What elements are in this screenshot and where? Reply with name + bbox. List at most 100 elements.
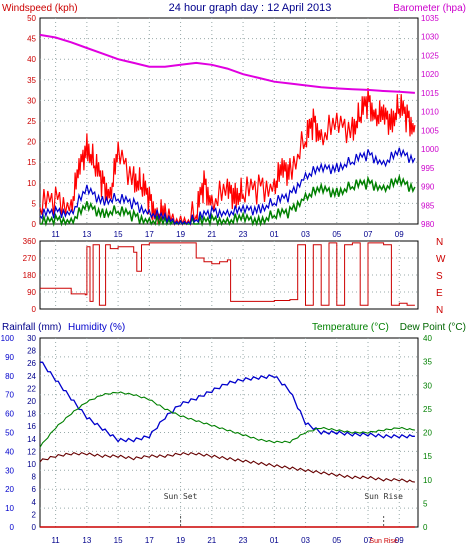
x-tick-label: 21 <box>207 230 216 239</box>
x-tick-label: 19 <box>176 230 185 239</box>
compass-label: S <box>436 271 443 282</box>
windspeed-tick-label: 15 <box>27 158 36 167</box>
rain-tick-label: 0 <box>32 523 37 532</box>
windspeed-label: Windspeed (kph) <box>2 3 78 14</box>
minimum-wind-series <box>40 173 416 227</box>
barometer-tick-label: 1020 <box>421 70 439 79</box>
rain-tick-label: 28 <box>27 347 36 356</box>
direction-tick-label: 360 <box>23 237 37 246</box>
barometer-tick-label: 990 <box>421 183 435 192</box>
temperature-tick-label: 10 <box>423 476 432 485</box>
average-wind-series <box>39 147 416 226</box>
x-tick-label: 23 <box>239 230 248 239</box>
barometer-tick-label: 1030 <box>421 33 439 42</box>
panel1-x-axis: 11 13 15 17 19 21 23 01 03 05 07 09 <box>51 230 404 239</box>
rain-tick-label: 16 <box>27 422 36 431</box>
temperature-tick-label: 40 <box>423 334 432 343</box>
rainfall-label: Rainfall (mm) <box>2 322 61 333</box>
humidity-series <box>39 361 415 443</box>
panel-wind-barometer: Windspeed (kph) 24 hour graph day : 12 A… <box>2 2 466 239</box>
barometer-tick-label: 985 <box>421 201 435 210</box>
temperature-tick-label: 25 <box>423 405 432 414</box>
sun-set-label: Sun Set <box>164 492 198 501</box>
temperature-label: Temperature (°C) <box>312 322 389 333</box>
sun-annotations: Sun Set Sun Rise Sun Rise <box>164 492 403 545</box>
humidity-tick-label: 80 <box>5 372 14 381</box>
rain-tick-label: 30 <box>27 334 36 343</box>
windspeed-axis: 0 5 10 15 20 25 30 35 40 45 50 <box>27 14 36 229</box>
humidity-tick-label: 90 <box>5 353 14 362</box>
humidity-label: Humidity (%) <box>68 322 125 333</box>
humidity-tick-label: 50 <box>5 429 14 438</box>
x-tick-label: 07 <box>364 230 373 239</box>
windspeed-tick-label: 50 <box>27 14 36 23</box>
windspeed-tick-label: 5 <box>32 199 37 208</box>
x-tick-label: 15 <box>114 536 123 545</box>
barometer-tick-label: 980 <box>421 220 435 229</box>
panel-rain-humidity-temp: Rainfall (mm) Humidity (%) Temperature (… <box>1 322 466 545</box>
rain-tick-label: 22 <box>27 384 36 393</box>
x-tick-label: 11 <box>51 230 60 239</box>
panel2-grid <box>40 241 418 309</box>
windspeed-tick-label: 0 <box>32 220 37 229</box>
x-tick-label: 09 <box>395 536 404 545</box>
x-tick-label: 03 <box>301 536 310 545</box>
x-tick-label: 17 <box>145 230 154 239</box>
windspeed-tick-label: 20 <box>27 138 36 147</box>
x-tick-label: 17 <box>145 536 154 545</box>
barometer-tick-label: 1010 <box>421 108 439 117</box>
x-tick-label: 01 <box>270 230 279 239</box>
humidity-tick-label: 20 <box>5 485 14 494</box>
barometer-label: Barometer (hpa) <box>393 3 466 14</box>
humidity-tick-label: 10 <box>5 504 14 513</box>
x-tick-label: 03 <box>301 230 310 239</box>
compass-label: N <box>436 305 443 316</box>
humidity-tick-label: 70 <box>5 391 14 400</box>
x-tick-label: 21 <box>207 536 216 545</box>
barometer-tick-label: 995 <box>421 164 435 173</box>
rain-tick-label: 10 <box>27 460 36 469</box>
rain-tick-label: 24 <box>27 372 36 381</box>
windspeed-tick-label: 35 <box>27 76 36 85</box>
temperature-tick-label: 5 <box>423 499 428 508</box>
windspeed-tick-label: 30 <box>27 96 36 105</box>
panel3-x-axis: 11 13 15 17 19 21 23 01 03 05 07 09 <box>51 536 404 545</box>
x-tick-label: 01 <box>270 536 279 545</box>
rain-tick-label: 20 <box>27 397 36 406</box>
now-marker-label: Sun Rise <box>369 538 398 545</box>
dewpoint-series <box>39 451 415 483</box>
x-tick-label: 23 <box>239 536 248 545</box>
dewpoint-label: Dew Point (°C) <box>400 322 466 333</box>
windspeed-tick-label: 25 <box>27 117 36 126</box>
rain-tick-label: 8 <box>32 473 37 482</box>
direction-tick-label: 0 <box>32 305 37 314</box>
barometer-axis: 980 985 990 995 1000 1005 1010 1015 1020 1025 1030… <box>421 14 439 229</box>
rain-tick-label: 14 <box>27 435 36 444</box>
x-tick-label: 05 <box>332 230 341 239</box>
temperature-tick-label: 35 <box>423 358 432 367</box>
humidity-tick-label: 40 <box>5 447 14 456</box>
compass-label: W <box>436 254 446 265</box>
x-tick-label: 09 <box>395 230 404 239</box>
rain-tick-label: 18 <box>27 410 36 419</box>
temperature-tick-label: 30 <box>423 381 432 390</box>
barometer-tick-label: 1015 <box>421 89 439 98</box>
barometer-tick-label: 1000 <box>421 145 439 154</box>
humidity-tick-label: 30 <box>5 466 14 475</box>
rain-tick-label: 4 <box>32 498 37 507</box>
humidity-tick-label: 60 <box>5 410 14 419</box>
sun-rise-label: Sun Rise <box>364 492 403 501</box>
x-tick-label: 13 <box>82 536 91 545</box>
temperature-axis: 0 5 10 15 20 25 30 35 40 <box>423 334 432 532</box>
humidity-axis: 0 10 20 30 40 50 60 70 80 90 100 <box>1 334 15 532</box>
rain-tick-label: 2 <box>32 510 37 519</box>
x-tick-label: 05 <box>332 536 341 545</box>
temperature-tick-label: 15 <box>423 452 432 461</box>
barometer-series <box>39 33 415 94</box>
direction-tick-label: 270 <box>23 254 37 263</box>
temperature-tick-label: 0 <box>423 523 428 532</box>
x-tick-label: 07 <box>364 536 373 545</box>
